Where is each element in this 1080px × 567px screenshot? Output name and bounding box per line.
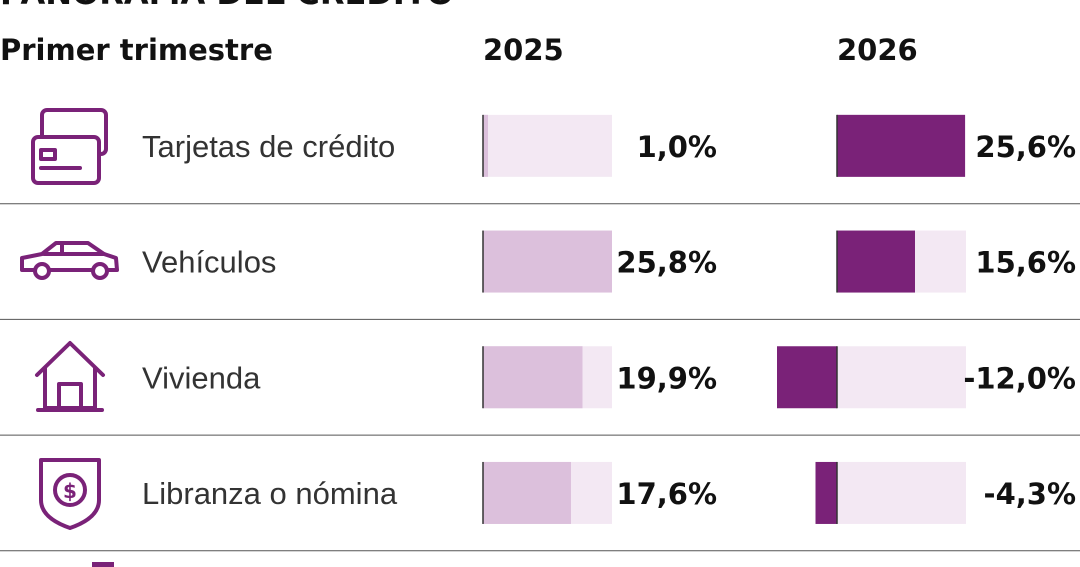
value-label: -4,3% [984,477,1076,511]
category-label: Tarjetas de crédito [142,129,395,164]
bar-background [837,346,966,409]
bar-background [483,114,612,177]
bar-background [837,461,966,524]
value-label: 25,6% [975,130,1076,164]
category-label: Libranza o nómina [142,476,398,511]
bar [837,230,915,293]
car-icon [20,241,119,280]
shield-icon: $ [39,458,101,530]
bar [777,346,837,409]
bar [483,230,612,293]
value-label: 19,9% [616,361,717,395]
bar [815,461,837,524]
card-icon [31,108,108,185]
category-label: Vehículos [142,245,276,280]
icon-fragment [92,562,114,567]
category-label: Vivienda [142,360,261,395]
value-label: 25,8% [616,246,717,280]
column-header: Primer trimestre [0,33,273,67]
bar [483,461,571,524]
bar [483,114,488,177]
bar [837,114,965,177]
svg-text:$: $ [63,479,77,503]
house-icon [35,341,105,412]
chart-title: PANORAMA DEL CRÉDITO [0,0,454,12]
column-header: 2025 [483,33,564,67]
bar [483,346,583,409]
value-label: 1,0% [637,130,717,164]
column-header: 2026 [837,33,918,67]
value-label: 15,6% [975,246,1076,280]
value-label: 17,6% [616,477,717,511]
value-label: -12,0% [963,361,1076,395]
